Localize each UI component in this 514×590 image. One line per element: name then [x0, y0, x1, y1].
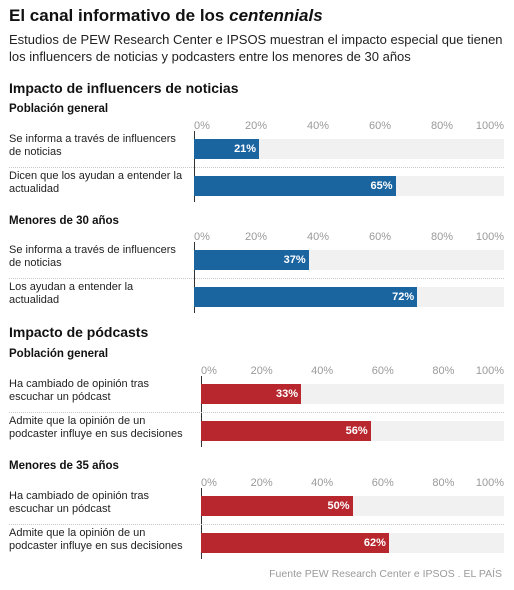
x-tick-label: 80% — [430, 231, 454, 243]
x-tick-label: 20% — [250, 477, 273, 489]
x-tick-label: 80% — [432, 477, 455, 489]
x-tick-label: 60% — [371, 477, 394, 489]
x-tick-label: 100% — [475, 120, 504, 132]
bar-value-label: 62% — [363, 537, 386, 549]
section-title-1: Impacto de influencers de noticias — [9, 80, 239, 96]
x-tick-label: 100% — [475, 365, 504, 377]
bar-track: 62% — [201, 533, 504, 553]
category-label: Ha cambiado de opinión tras escuchar un … — [9, 490, 150, 515]
row-divider — [9, 524, 504, 525]
x-tick-label: 0% — [201, 365, 217, 377]
bar-value-label: 65% — [370, 180, 393, 192]
bar-row: Los ayudan a entender la actualidad 72% — [9, 281, 504, 313]
x-tick-label: 20% — [244, 231, 268, 243]
title-italic: centennials — [229, 6, 323, 25]
category-label: Dicen que los ayudan a entender la actua… — [9, 170, 183, 195]
bar: 37% — [194, 250, 309, 270]
group-title: Menores de 30 años — [9, 215, 119, 227]
section-title-2: Impacto de pódcasts — [9, 324, 149, 340]
x-tick-label: 100% — [475, 231, 504, 243]
bar: 62% — [201, 533, 389, 553]
x-tick-label: 20% — [250, 365, 273, 377]
bar-row: Se informa a través de influencers de no… — [9, 133, 504, 168]
group-title: Población general — [9, 103, 109, 115]
category-label: Se informa a través de influencers de no… — [9, 244, 176, 269]
x-tick-label: 20% — [244, 120, 268, 132]
bar: 72% — [194, 287, 418, 307]
x-tick-label: 40% — [306, 231, 330, 243]
bar-value-label: 50% — [327, 500, 350, 512]
bar-row: Se informa a través de influencers de no… — [9, 244, 504, 279]
group-title: Población general — [9, 348, 109, 360]
bar: 65% — [194, 176, 396, 196]
bar: 56% — [201, 421, 371, 441]
bar: 33% — [201, 384, 301, 404]
y-axis-line — [194, 131, 195, 202]
bar-track: 65% — [194, 176, 504, 196]
bar-value-label: 56% — [345, 425, 368, 437]
category-label: Ha cambiado de opinión tras escuchar un … — [9, 378, 150, 403]
row-divider — [9, 278, 504, 279]
x-axis-ticks: 0% 20% 40% 60% 80% 100% — [194, 120, 504, 134]
bar-track: 21% — [194, 139, 504, 159]
row-divider — [9, 412, 504, 413]
bar-track: 33% — [201, 384, 504, 404]
chart-subtitle: Estudios de PEW Research Center e IPSOS … — [9, 32, 503, 64]
bar-track: 37% — [194, 250, 504, 270]
bar-value-label: 72% — [392, 291, 415, 303]
bar-row: Admite que la opinión de un podcaster in… — [9, 415, 504, 447]
y-axis-line — [201, 376, 202, 447]
chart-title: El canal informativo de los centennials — [9, 6, 323, 26]
x-tick-label: 60% — [371, 365, 394, 377]
bar-row: Ha cambiado de opinión tras escuchar un … — [9, 490, 504, 525]
row-divider — [9, 167, 504, 168]
x-tick-label: 60% — [368, 231, 392, 243]
x-axis-ticks: 0% 20% 40% 60% 80% 100% — [201, 365, 504, 379]
bar-value-label: 21% — [234, 143, 257, 155]
y-axis-line — [201, 488, 202, 559]
x-tick-label: 40% — [311, 365, 334, 377]
bar-row: Ha cambiado de opinión tras escuchar un … — [9, 378, 504, 413]
category-label: Admite que la opinión de un podcaster in… — [9, 415, 183, 440]
x-tick-label: 60% — [368, 120, 392, 132]
y-axis-line — [194, 242, 195, 313]
x-tick-label: 80% — [430, 120, 454, 132]
category-label: Se informa a través de influencers de no… — [9, 133, 176, 158]
bar-track: 50% — [201, 496, 504, 516]
x-tick-label: 0% — [194, 231, 210, 243]
bar-row: Dicen que los ayudan a entender la actua… — [9, 170, 504, 202]
x-tick-label: 100% — [475, 477, 504, 489]
bar: 50% — [201, 496, 353, 516]
x-tick-label: 80% — [432, 365, 455, 377]
x-tick-label: 40% — [306, 120, 330, 132]
x-axis-ticks: 0% 20% 40% 60% 80% 100% — [201, 477, 504, 491]
x-axis-ticks: 0% 20% 40% 60% 80% 100% — [194, 231, 504, 245]
category-label: Admite que la opinión de un podcaster in… — [9, 527, 183, 552]
source-note: Fuente PEW Research Center e IPSOS . EL … — [269, 568, 502, 580]
bar: 21% — [194, 139, 260, 159]
x-tick-label: 0% — [201, 477, 217, 489]
category-label: Los ayudan a entender la actualidad — [9, 281, 134, 306]
bar-row: Admite que la opinión de un podcaster in… — [9, 527, 504, 559]
bar-track: 56% — [201, 421, 504, 441]
x-tick-label: 40% — [311, 477, 334, 489]
title-plain: El canal informativo de los — [9, 6, 230, 25]
bar-value-label: 37% — [283, 254, 306, 266]
bar-value-label: 33% — [275, 388, 298, 400]
x-tick-label: 0% — [194, 120, 210, 132]
group-title: Menores de 35 años — [9, 460, 119, 472]
bar-track: 72% — [194, 287, 504, 307]
